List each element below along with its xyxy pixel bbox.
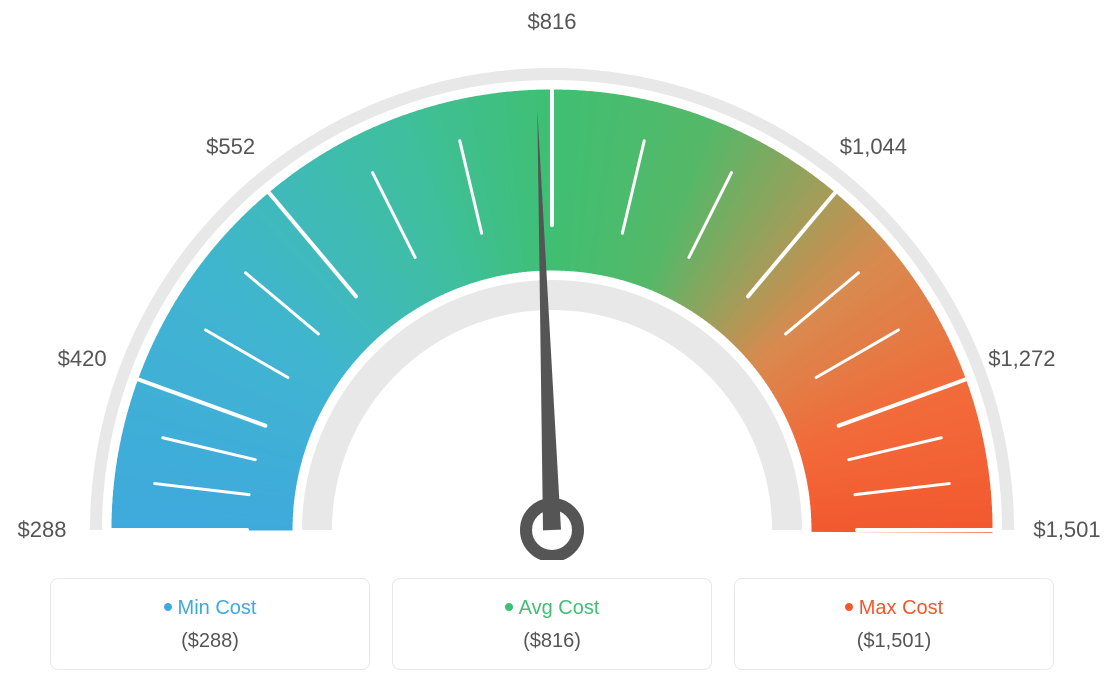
legend-title-min: Min Cost xyxy=(61,597,359,620)
gauge: $288 $420 $552 $816 $1,044 $1,272 $1,501 xyxy=(0,0,1104,560)
gauge-tick-label: $552 xyxy=(206,134,255,160)
gauge-tick-label: $1,501 xyxy=(1033,517,1100,543)
chart-container: $288 $420 $552 $816 $1,044 $1,272 $1,501 Min C… xyxy=(0,0,1104,690)
gauge-tick-label: $1,272 xyxy=(988,346,1055,372)
legend-dot-max xyxy=(845,603,853,611)
legend-value-max: ($1,501) xyxy=(745,630,1043,653)
legend-title-avg: Avg Cost xyxy=(403,597,701,620)
legend-dot-avg xyxy=(505,603,513,611)
legend-card-avg: Avg Cost ($816) xyxy=(392,578,712,670)
gauge-tick-label: $1,044 xyxy=(840,134,907,160)
gauge-svg xyxy=(0,0,1104,560)
legend-value-min: ($288) xyxy=(61,630,359,653)
legend-value-avg: ($816) xyxy=(403,630,701,653)
legend-card-max: Max Cost ($1,501) xyxy=(734,578,1054,670)
legend-title-max: Max Cost xyxy=(745,597,1043,620)
legend-title-max-text: Max Cost xyxy=(859,597,943,619)
legend-title-min-text: Min Cost xyxy=(178,597,257,619)
gauge-tick-label: $420 xyxy=(58,346,107,372)
legend-card-min: Min Cost ($288) xyxy=(50,578,370,670)
legend-row: Min Cost ($288) Avg Cost ($816) Max Cost… xyxy=(0,578,1104,670)
gauge-tick-label: $288 xyxy=(18,517,67,543)
legend-dot-min xyxy=(164,603,172,611)
gauge-tick-label: $816 xyxy=(528,9,577,35)
legend-title-avg-text: Avg Cost xyxy=(519,597,600,619)
